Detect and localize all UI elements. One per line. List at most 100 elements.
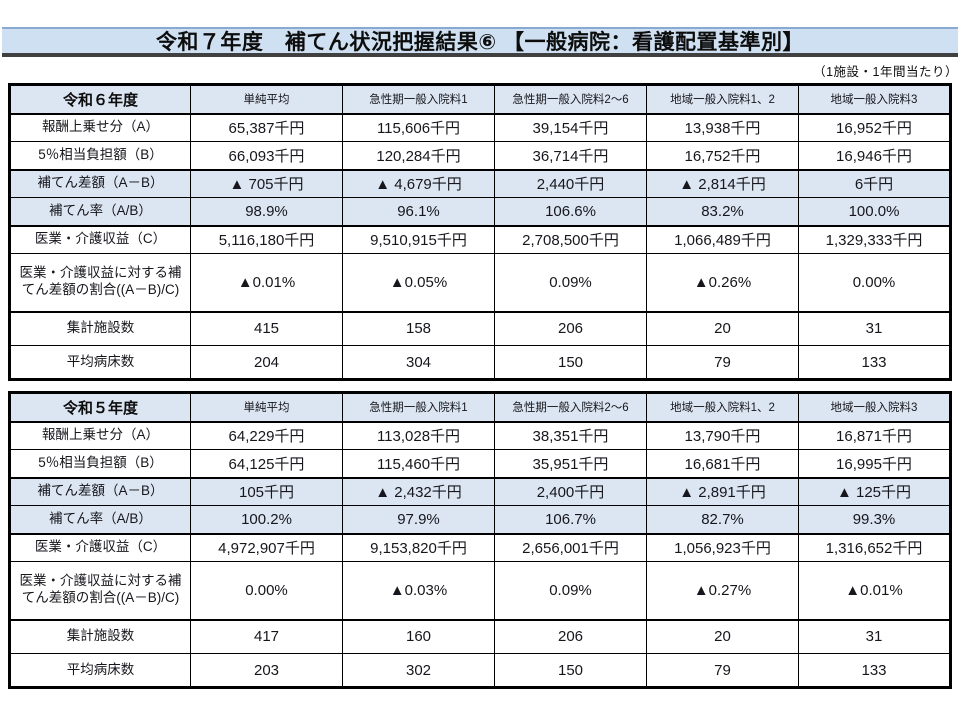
data-cell: ▲ 705千円 (190, 169, 343, 198)
data-cell: 158 (342, 311, 495, 346)
data-cell: 415 (190, 311, 343, 346)
data-cell: 150 (494, 345, 647, 380)
table-row: 医業・介護収益（C） 5,116,180千円 9,510,915千円 2,708,50… (9, 225, 951, 254)
data-cell: 417 (190, 619, 343, 654)
table-row: 医業・介護収益に対する補てん差額の割合((A－B)/C) ▲0.01% ▲0.05%… (9, 253, 951, 313)
data-cell: ▲0.05% (342, 253, 495, 313)
row-label: 補てん差額（A－B） (9, 169, 191, 198)
table-year-label: 令和５年度 (9, 392, 191, 423)
data-cell: ▲0.27% (646, 561, 799, 621)
data-cell: ▲ 2,814千円 (646, 169, 799, 198)
data-cell: 100.0% (798, 197, 951, 227)
data-cell: 98.9% (190, 197, 343, 227)
data-cell: 96.1% (342, 197, 495, 227)
row-label: 集計施設数 (9, 311, 191, 346)
data-cell: 105千円 (190, 477, 343, 506)
data-cell: 36,714千円 (494, 141, 647, 171)
data-cell: ▲0.01% (190, 253, 343, 313)
data-cell: 150 (494, 653, 647, 688)
data-cell: ▲ 125千円 (798, 477, 951, 506)
column-header: 地域一般入院料3 (798, 392, 951, 423)
data-cell: 0.00% (798, 253, 951, 313)
data-cell: 203 (190, 653, 343, 688)
row-label: 医業・介護収益（C） (9, 225, 191, 254)
data-cell: ▲ 4,679千円 (342, 169, 495, 198)
data-cell: 106.6% (494, 197, 647, 227)
data-cell: 4,972,907千円 (190, 533, 343, 562)
data-cell: 64,229千円 (190, 421, 343, 450)
data-cell: 79 (646, 345, 799, 380)
data-cell: 16,946千円 (798, 141, 951, 171)
data-cell: 0.00% (190, 561, 343, 621)
table-row: 補てん率（A/B） 98.9% 96.1% 106.6% 83.2% 100.0% (9, 197, 951, 227)
data-cell: ▲0.01% (798, 561, 951, 621)
row-label: 医業・介護収益に対する補てん差額の割合((A－B)/C) (9, 253, 191, 313)
data-cell: 79 (646, 653, 799, 688)
data-cell: 31 (798, 619, 951, 654)
data-cell: 16,752千円 (646, 141, 799, 171)
data-cell: 204 (190, 345, 343, 380)
data-cell: 304 (342, 345, 495, 380)
data-cell: ▲ 2,891千円 (646, 477, 799, 506)
data-cell: 133 (798, 345, 951, 380)
table-row: 5％相当負担額（B） 66,093千円 120,284千円 36,714千円 16,75… (9, 141, 951, 171)
table-row: 医業・介護収益（C） 4,972,907千円 9,153,820千円 2,656,00… (9, 533, 951, 562)
data-cell: 82.7% (646, 505, 799, 535)
data-cell: 5,116,180千円 (190, 225, 343, 254)
column-header: 単純平均 (190, 84, 343, 115)
table-row: 補てん差額（A－B） 105千円 ▲ 2,432千円 2,400千円 ▲ 2,891千円… (9, 477, 951, 506)
title-bar: 令和７年度 補てん状況把握結果⑥ 【一般病院：看護配置基準別】 (2, 27, 958, 57)
data-cell: 1,056,923千円 (646, 533, 799, 562)
data-cell: 13,938千円 (646, 113, 799, 142)
data-cell: 133 (798, 653, 951, 688)
data-cell: 100.2% (190, 505, 343, 535)
data-cell: 38,351千円 (494, 421, 647, 450)
table-row: 平均病床数 204 304 150 79 133 (9, 345, 951, 380)
data-cell: 2,400千円 (494, 477, 647, 506)
data-cell: 206 (494, 311, 647, 346)
column-header: 急性期一般入院料1 (342, 392, 495, 423)
table-row: 集計施設数 415 158 206 20 31 (9, 311, 951, 346)
row-label: 補てん率（A/B） (9, 197, 191, 227)
data-cell: 106.7% (494, 505, 647, 535)
tables-area: 令和６年度 単純平均 急性期一般入院料1 急性期一般入院料2～6 地域一般入院料1、2 地… (8, 83, 952, 689)
data-cell: 35,951千円 (494, 449, 647, 479)
data-cell: 16,952千円 (798, 113, 951, 142)
column-header: 急性期一般入院料1 (342, 84, 495, 115)
data-cell: ▲ 2,432千円 (342, 477, 495, 506)
page-title: 令和７年度 補てん状況把握結果⑥ 【一般病院：看護配置基準別】 (155, 31, 805, 54)
table-row: 集計施設数 417 160 206 20 31 (9, 619, 951, 654)
data-cell: 97.9% (342, 505, 495, 535)
data-cell: 206 (494, 619, 647, 654)
data-cell: 0.09% (494, 253, 647, 313)
table-row: 報酬上乗せ分（A） 65,387千円 115,606千円 39,154千円 13,938… (9, 113, 951, 142)
data-cell: 31 (798, 311, 951, 346)
reiwa5-table: 令和５年度 単純平均 急性期一般入院料1 急性期一般入院料2～6 地域一般入院料1、2 地… (8, 391, 952, 689)
row-label: 集計施設数 (9, 619, 191, 654)
row-label: 平均病床数 (9, 653, 191, 688)
row-label: 報酬上乗せ分（A） (9, 421, 191, 450)
data-cell: 1,329,333千円 (798, 225, 951, 254)
row-label: 医業・介護収益に対する補てん差額の割合((A－B)/C) (9, 561, 191, 621)
row-label: 報酬上乗せ分（A） (9, 113, 191, 142)
data-cell: 16,681千円 (646, 449, 799, 479)
column-header: 急性期一般入院料2～6 (494, 392, 647, 423)
data-cell: 0.09% (494, 561, 647, 621)
row-label: 平均病床数 (9, 345, 191, 380)
table-row: 補てん率（A/B） 100.2% 97.9% 106.7% 82.7% 99.3% (9, 505, 951, 535)
data-cell: 64,125千円 (190, 449, 343, 479)
data-cell: 120,284千円 (342, 141, 495, 171)
data-cell: 65,387千円 (190, 113, 343, 142)
data-cell: 83.2% (646, 197, 799, 227)
data-cell: 9,153,820千円 (342, 533, 495, 562)
data-cell: 9,510,915千円 (342, 225, 495, 254)
column-header: 単純平均 (190, 392, 343, 423)
column-header: 地域一般入院料1、2 (646, 84, 799, 115)
row-label: 補てん率（A/B） (9, 505, 191, 535)
data-cell: 39,154千円 (494, 113, 647, 142)
column-header: 地域一般入院料3 (798, 84, 951, 115)
reiwa6-table: 令和６年度 単純平均 急性期一般入院料1 急性期一般入院料2～6 地域一般入院料1、2 地… (8, 83, 952, 381)
data-cell: 113,028千円 (342, 421, 495, 450)
table-year-label: 令和６年度 (9, 84, 191, 115)
column-header: 急性期一般入院料2～6 (494, 84, 647, 115)
